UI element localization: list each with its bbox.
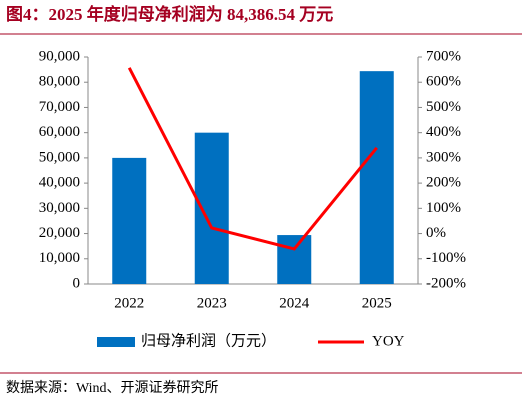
legend-label: 归母净利润（万元） — [141, 332, 276, 349]
y-tick-label: 90,000 — [39, 48, 80, 64]
bar — [112, 157, 147, 284]
y-tick-label: 60,000 — [39, 124, 80, 140]
y2-tick-label: 200% — [426, 175, 461, 191]
source-note: 数据来源：Wind、开源证券研究所 — [6, 380, 219, 396]
y-tick-label: 30,000 — [39, 200, 80, 216]
y-tick-label: 40,000 — [39, 175, 80, 191]
x-tick-label: 2022 — [114, 295, 144, 311]
legend-label: YOY — [372, 333, 405, 349]
y-tick-label: 20,000 — [39, 225, 80, 241]
y2-tick-label: -200% — [426, 275, 466, 291]
y2-tick-label: 300% — [426, 149, 461, 165]
bar — [194, 132, 229, 284]
x-tick-label: 2025 — [362, 295, 392, 311]
y2-tick-label: 400% — [426, 124, 461, 140]
legend-swatch — [97, 337, 135, 347]
y-tick-label: 50,000 — [39, 149, 80, 165]
y-tick-label: 10,000 — [39, 250, 80, 266]
y2-tick-label: 500% — [426, 99, 461, 115]
y2-tick-label: 100% — [426, 200, 461, 216]
y2-tick-label: 700% — [426, 48, 461, 64]
y-tick-label: 80,000 — [39, 74, 80, 90]
y-tick-label: 70,000 — [39, 99, 80, 115]
y2-tick-label: -100% — [426, 250, 466, 266]
chart-title: 图4：2025 年度归母净利润为 84,386.54 万元 — [6, 4, 333, 24]
bar — [359, 71, 394, 285]
y2-tick-label: 0% — [426, 225, 446, 241]
x-tick-label: 2024 — [279, 295, 310, 311]
y2-tick-label: 600% — [426, 74, 461, 90]
bar — [277, 235, 312, 284]
y-tick-label: 0 — [73, 275, 81, 291]
line — [127, 67, 378, 251]
x-tick-label: 2023 — [197, 295, 227, 311]
